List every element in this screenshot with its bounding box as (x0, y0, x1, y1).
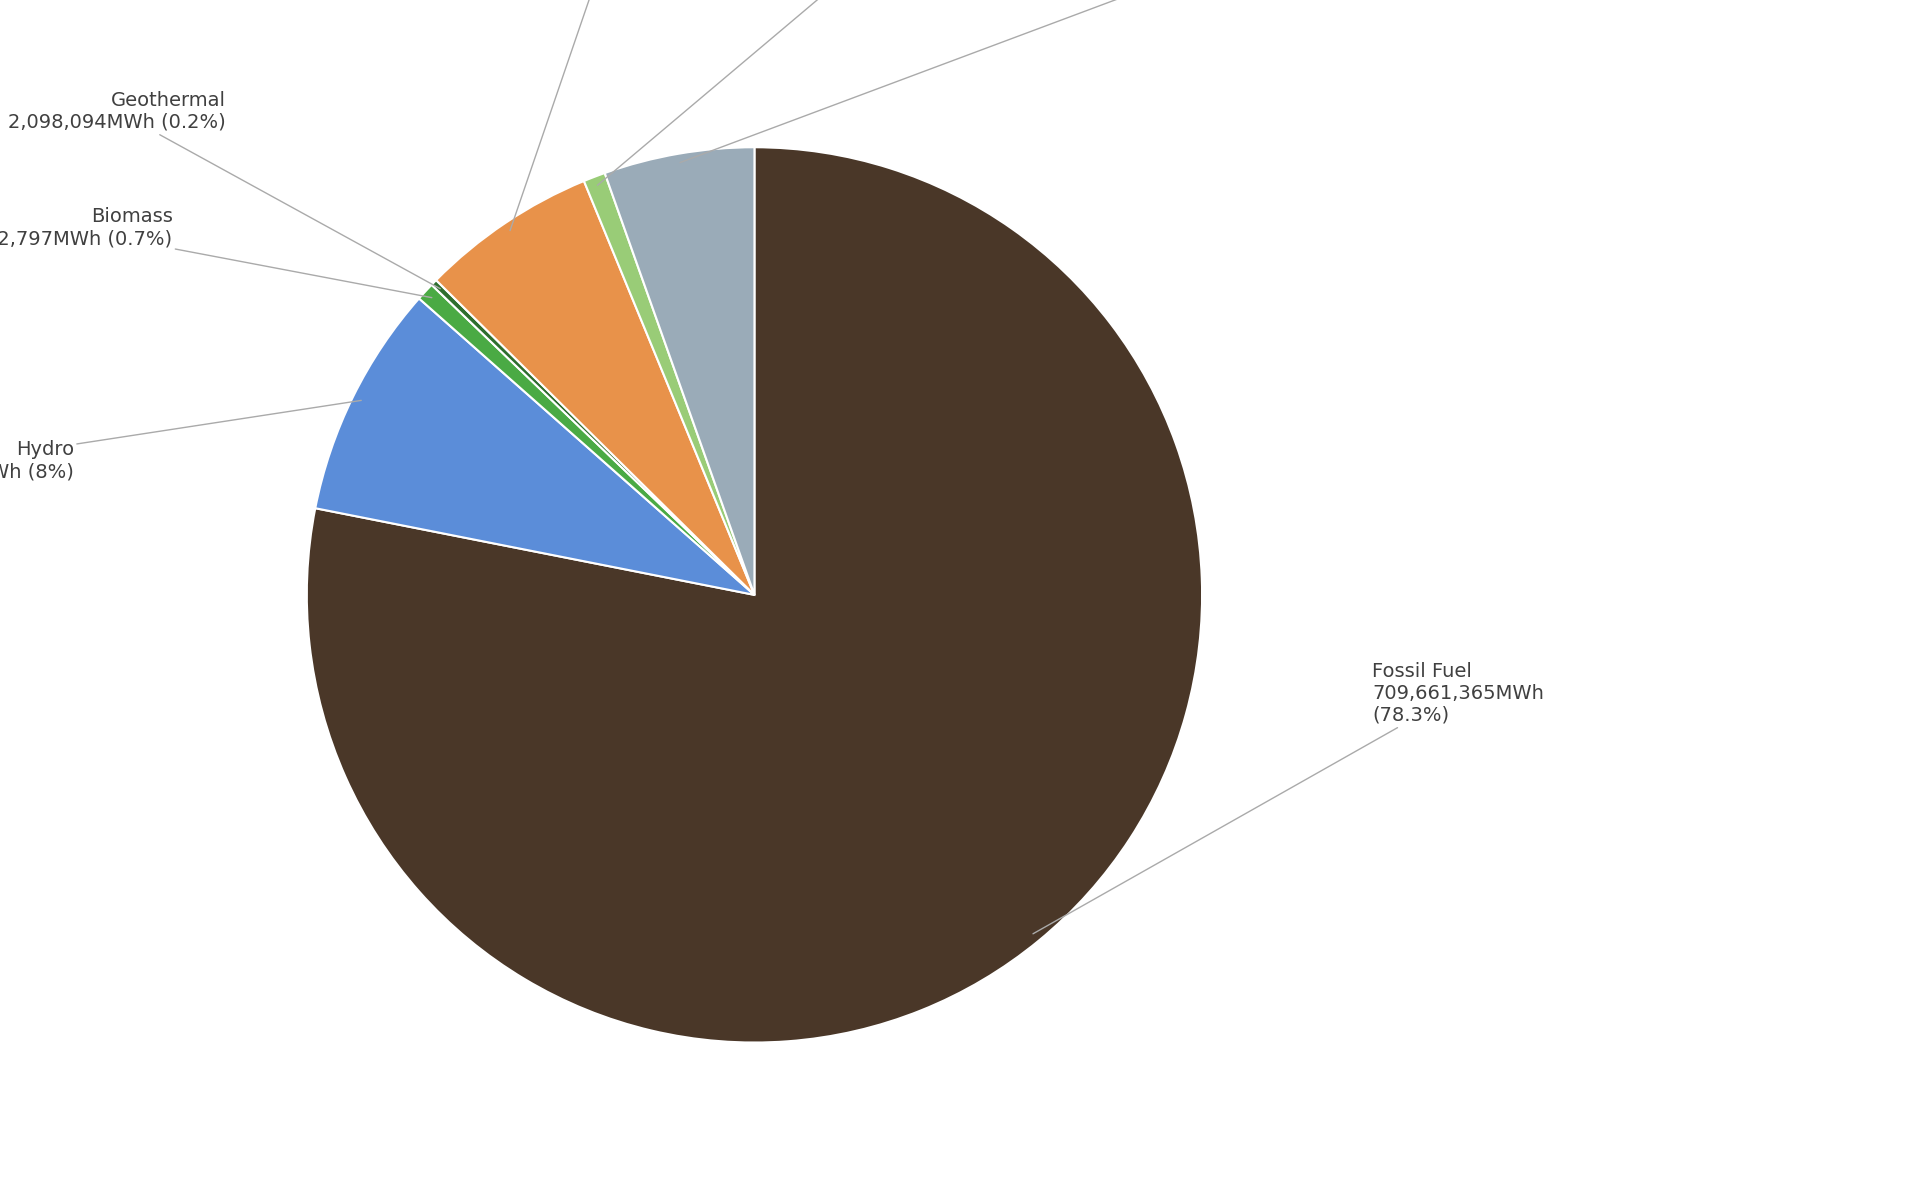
Wedge shape (435, 181, 754, 595)
Wedge shape (308, 147, 1201, 1043)
Wedge shape (418, 285, 754, 595)
Text: Wind
7,198,725MWhz
(0.8%): Wind 7,198,725MWhz (0.8%) (598, 0, 1035, 185)
Text: Geothermal
2,098,094MWh (0.2%): Geothermal 2,098,094MWh (0.2%) (8, 91, 441, 289)
Wedge shape (584, 173, 754, 595)
Text: Nuclear
49,316,327MWh
(5.4%): Nuclear 49,316,327MWh (5.4%) (680, 0, 1305, 163)
Text: Fossil Fuel
709,661,365MWh
(78.3%): Fossil Fuel 709,661,365MWh (78.3%) (1033, 662, 1543, 934)
Wedge shape (432, 280, 754, 595)
Text: Hydro
76,486,631MWh (8%): Hydro 76,486,631MWh (8%) (0, 401, 361, 481)
Wedge shape (605, 147, 754, 595)
Text: Biomass
5,992,797MWh (0.7%): Biomass 5,992,797MWh (0.7%) (0, 207, 432, 298)
Wedge shape (315, 298, 754, 595)
Text: Solar PV
57,885,918MWh
(6.4%): Solar PV 57,885,918MWh (6.4%) (510, 0, 709, 231)
